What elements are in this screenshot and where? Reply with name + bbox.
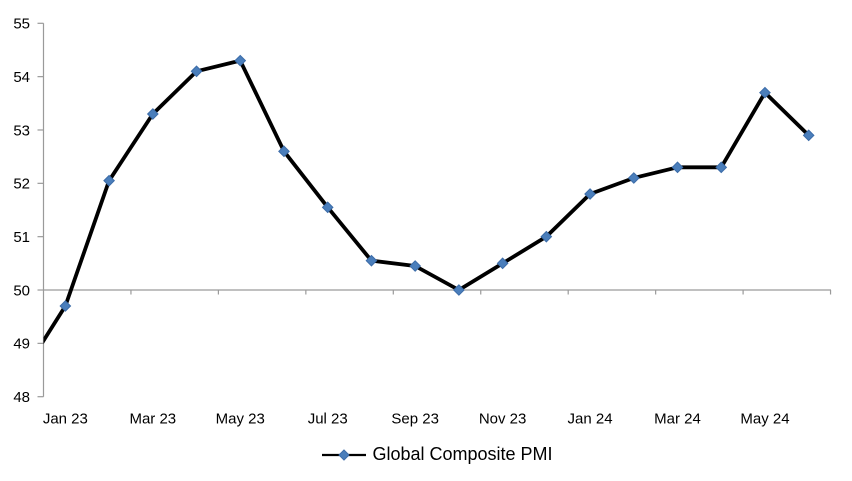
- data-point-marker: [540, 230, 553, 243]
- x-tick-label: May 23: [216, 411, 265, 428]
- x-tick-label: Jan 24: [568, 411, 613, 428]
- data-point-marker: [496, 257, 509, 270]
- data-point-marker: [759, 86, 771, 99]
- data-point-marker: [409, 260, 422, 272]
- y-tick-label: 55: [13, 16, 30, 33]
- data-point-marker: [146, 108, 159, 120]
- x-tick-label: Jul 23: [308, 411, 348, 428]
- data-point-marker: [16, 370, 26, 380]
- y-tick-label: 49: [13, 336, 30, 353]
- x-tick-label: Mar 23: [129, 411, 176, 428]
- data-point-marker: [365, 254, 378, 267]
- y-tick-label: 48: [13, 389, 30, 406]
- legend-line-marker-icon: [322, 449, 367, 461]
- x-tick-label: Nov 23: [479, 411, 527, 428]
- data-point-marker: [584, 188, 596, 200]
- data-point-marker: [802, 129, 815, 142]
- data-point-marker: [234, 54, 247, 67]
- data-point-marker: [627, 172, 640, 184]
- y-tick-label: 53: [13, 122, 30, 139]
- data-point-marker: [103, 174, 115, 187]
- pmi-series-line: [43, 58, 811, 345]
- data-point-marker: [715, 161, 728, 174]
- legend: Global Composite PMI: [44, 441, 831, 469]
- data-point-marker: [321, 201, 334, 214]
- data-point-marker: [278, 145, 290, 158]
- legend-sample-marker: [338, 449, 351, 461]
- data-point-marker: [59, 300, 72, 312]
- x-tick-label: Sep 23: [391, 411, 439, 428]
- legend-series-label: Global Composite PMI: [372, 444, 553, 465]
- y-tick-label: 50: [13, 282, 30, 299]
- y-tick-label: 52: [13, 176, 30, 193]
- data-point-marker: [190, 65, 203, 78]
- x-tick-label: May 24: [740, 411, 789, 428]
- y-tick-label: 51: [13, 229, 30, 246]
- y-tick-label: 54: [13, 69, 30, 86]
- x-tick-label: Jan 23: [43, 411, 88, 428]
- data-point-marker: [671, 161, 684, 174]
- x-tick-label: Mar 24: [654, 411, 701, 428]
- data-point-marker: [452, 284, 465, 296]
